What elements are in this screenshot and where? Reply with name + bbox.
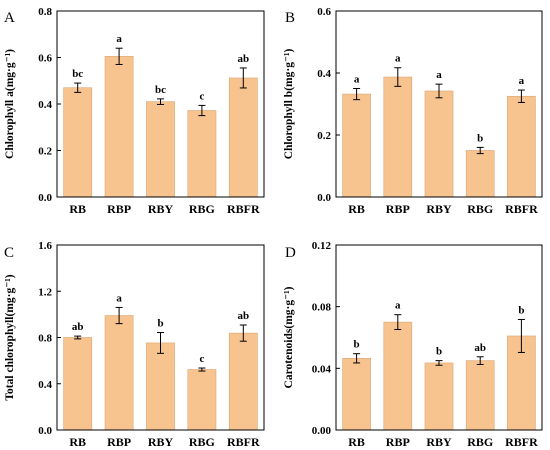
axis-frame <box>335 10 543 198</box>
bar <box>104 315 134 431</box>
y-axis-title: Chlorophyll a(mg·g⁻¹) <box>4 49 16 159</box>
significance-label: a <box>436 69 442 81</box>
significance-label: bc <box>155 84 166 96</box>
y-tick-label: 0.6 <box>38 53 52 65</box>
bar <box>383 321 413 431</box>
bar <box>228 77 258 198</box>
chart-panel-c: Cab RB a RBP b RBY c RBG ab RBFR 0.0 0.4 0.8 1.2 1.6 To… <box>4 240 265 449</box>
y-tick-label: 0.6 <box>317 6 331 18</box>
significance-label: c <box>199 90 204 102</box>
bar <box>63 87 93 198</box>
significance-label: ab <box>72 321 84 333</box>
panel-label: A <box>4 10 15 26</box>
bar <box>146 101 175 198</box>
x-tick-label: RBY <box>426 435 452 449</box>
significance-label: ab <box>237 310 249 322</box>
bar <box>146 342 175 431</box>
significance-label: a <box>519 75 525 87</box>
y-tick-label: 0.4 <box>38 379 52 391</box>
significance-label: a <box>395 53 401 65</box>
x-tick-label: RBP <box>386 202 410 216</box>
bar <box>383 76 413 198</box>
chart-panel-a: Abc RB a RBP bc RBY c RBG ab RBFR 0.0 0.2 0.4 0.6 0.8 C… <box>4 6 265 216</box>
x-tick-label: RBP <box>386 435 410 449</box>
x-tick-label: RBY <box>426 202 452 216</box>
chart-panel-b: Ba RB a RBP a RBY b RBG a RBFR 0.0 0.2 0.4 0.6 Chlorop… <box>283 6 543 216</box>
panel-label: C <box>4 245 14 261</box>
x-tick-label: RB <box>348 435 365 449</box>
bar <box>342 358 371 431</box>
panel-label: B <box>285 10 295 26</box>
y-tick-label: 0.2 <box>317 130 331 142</box>
y-tick-label: 1.6 <box>38 240 52 252</box>
x-tick-label: RBG <box>467 202 493 216</box>
bar <box>104 56 134 198</box>
y-tick-label: 0.04 <box>312 363 332 375</box>
x-tick-label: RBFR <box>227 435 260 449</box>
chart-panel-d: Db RB a RBP b RBY ab RBG b RBFR 0.00 0.04 0.08 0.12 Ca… <box>283 240 543 449</box>
x-tick-label: RBY <box>148 435 174 449</box>
y-tick-label: 0.0 <box>38 425 52 437</box>
significance-label: a <box>116 33 122 45</box>
y-axis-title: Carotenoids(mg·g⁻¹) <box>283 286 295 388</box>
y-tick-label: 0.0 <box>317 192 331 204</box>
significance-label: bc <box>72 68 83 80</box>
y-axis-title: Chlorophyll b(mg·g⁻¹) <box>283 49 295 160</box>
significance-label: b <box>518 304 524 316</box>
bar <box>507 95 536 198</box>
y-tick-label: 0.0 <box>38 192 52 204</box>
y-tick-label: 0.8 <box>38 6 52 18</box>
significance-label: c <box>199 353 204 365</box>
x-tick-label: RBG <box>189 435 215 449</box>
y-tick-label: 0.4 <box>317 68 331 80</box>
bar <box>187 369 217 431</box>
y-tick-label: 0.8 <box>38 333 52 345</box>
significance-label: b <box>477 132 483 144</box>
x-tick-label: RB <box>69 435 86 449</box>
bar <box>63 337 93 431</box>
x-tick-label: RBFR <box>505 435 538 449</box>
significance-label: a <box>395 300 401 312</box>
bar <box>424 90 454 198</box>
significance-label: b <box>157 318 163 330</box>
significance-label: ab <box>474 342 486 354</box>
y-tick-label: 0.4 <box>38 99 52 111</box>
x-tick-label: RBP <box>107 435 131 449</box>
x-tick-label: RBG <box>467 435 493 449</box>
bar <box>228 332 258 431</box>
significance-label: b <box>436 346 442 358</box>
x-tick-label: RB <box>348 202 365 216</box>
y-tick-label: 0.12 <box>312 240 332 252</box>
axis-frame <box>335 244 543 431</box>
bar <box>424 362 454 431</box>
significance-label: ab <box>237 53 249 65</box>
bar <box>187 110 217 198</box>
significance-label: a <box>116 292 122 304</box>
x-tick-label: RBY <box>148 202 174 216</box>
x-tick-label: RBG <box>189 202 215 216</box>
y-tick-label: 0.2 <box>38 146 52 158</box>
x-tick-label: RBFR <box>227 202 260 216</box>
panel-label: D <box>285 245 296 261</box>
bar <box>465 150 495 198</box>
x-tick-label: RBP <box>107 202 131 216</box>
x-tick-label: RBFR <box>505 202 538 216</box>
y-tick-label: 0.00 <box>312 425 332 437</box>
x-tick-label: RB <box>69 202 86 216</box>
significance-label: a <box>354 74 360 86</box>
y-axis-title: Total chlorophyll(mg·g⁻¹) <box>4 274 16 400</box>
y-tick-label: 0.08 <box>312 302 332 314</box>
bar <box>465 360 495 431</box>
bar <box>342 93 371 198</box>
y-tick-label: 1.2 <box>38 286 52 298</box>
significance-label: b <box>354 339 360 351</box>
